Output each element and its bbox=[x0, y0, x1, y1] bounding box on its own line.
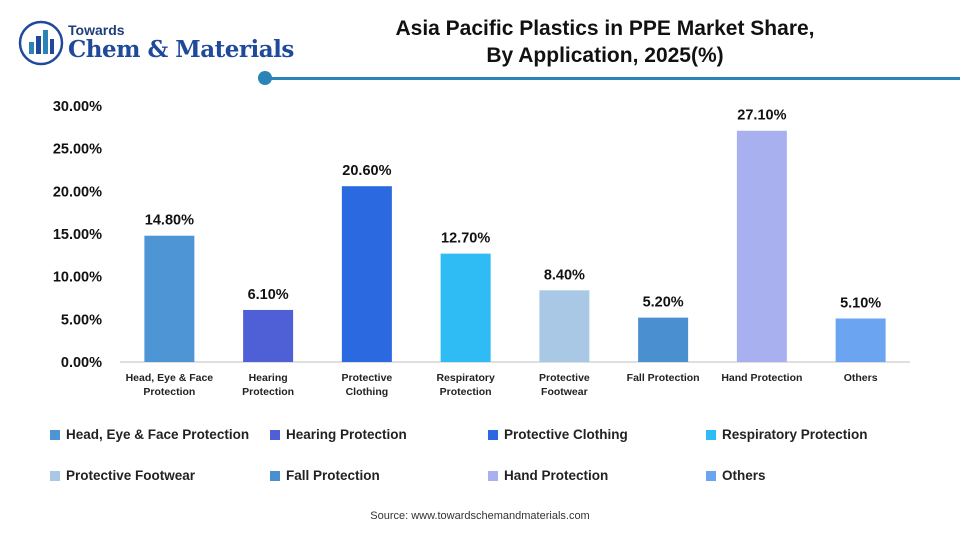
legend-swatch bbox=[706, 429, 716, 440]
legend-swatch bbox=[706, 470, 716, 481]
legend-label: Others bbox=[722, 468, 766, 483]
bar bbox=[638, 317, 689, 362]
y-tick-label: 15.00% bbox=[53, 227, 102, 243]
flask-icon bbox=[18, 20, 64, 66]
legend-swatch bbox=[270, 470, 280, 481]
x-tick-label: Hand Protection bbox=[721, 372, 802, 384]
legend-label: Protective Clothing bbox=[504, 427, 628, 442]
legend-item: Fall Protection bbox=[270, 468, 380, 483]
legend-label: Hand Protection bbox=[504, 468, 609, 483]
x-tick-label: Fall Protection bbox=[627, 372, 700, 384]
legend-swatch bbox=[270, 429, 280, 440]
legend-item: Respiratory Protection bbox=[706, 427, 868, 442]
data-label: 8.40% bbox=[544, 267, 585, 283]
data-label: 12.70% bbox=[441, 231, 490, 247]
y-tick-label: 10.00% bbox=[53, 270, 102, 286]
legend-swatch bbox=[50, 429, 60, 440]
title-rule-dot bbox=[258, 71, 272, 85]
y-tick-label: 5.00% bbox=[61, 312, 102, 328]
legend-item: Hand Protection bbox=[488, 468, 608, 483]
y-tick-label: 0.00% bbox=[61, 355, 102, 371]
legend-swatch bbox=[488, 470, 498, 481]
x-tick-label: Hearing Protection bbox=[242, 372, 294, 398]
data-label: 5.10% bbox=[840, 295, 881, 311]
chart-title-line-1: Asia Pacific Plastics in PPE Market Shar… bbox=[395, 17, 815, 40]
data-label: 27.10% bbox=[737, 108, 786, 124]
source-note: Source: www.towardschemandmaterials.com bbox=[370, 510, 590, 522]
legend-item: Protective Clothing bbox=[488, 427, 628, 442]
legend-swatch bbox=[50, 470, 60, 481]
x-tick-label: Protective Footwear bbox=[539, 372, 590, 398]
x-tick-label: Respiratory Protection bbox=[436, 372, 495, 398]
data-label: 6.10% bbox=[248, 287, 289, 303]
bar bbox=[835, 318, 886, 362]
title-rule bbox=[270, 77, 960, 80]
bar-chart: 0.00% 5.00% 10.00% 15.00% 20.00% 25.00% 30.00%… bbox=[53, 99, 910, 398]
x-tick-label: Head, Eye & Face Protection bbox=[126, 372, 214, 398]
bar bbox=[144, 235, 195, 362]
data-label: 20.60% bbox=[342, 163, 391, 179]
legend-swatch bbox=[488, 429, 498, 440]
legend-label: Head, Eye & Face Protection bbox=[66, 427, 250, 442]
bar bbox=[243, 309, 294, 362]
brand-logo: Towards Chem & Materials bbox=[18, 18, 294, 68]
y-tick-label: 25.00% bbox=[53, 142, 102, 158]
legend-label: Respiratory Protection bbox=[722, 427, 868, 442]
legend-item: Others bbox=[706, 468, 766, 483]
bar bbox=[341, 186, 392, 362]
bar bbox=[736, 130, 787, 362]
brand-name-bottom: Chem & Materials bbox=[68, 36, 294, 63]
legend-label: Hearing Protection bbox=[286, 427, 407, 442]
legend-label: Protective Footwear bbox=[66, 468, 196, 483]
x-tick-label: Protective Clothing bbox=[341, 372, 392, 398]
legend-label: Fall Protection bbox=[286, 468, 380, 483]
legend-item: Head, Eye & Face Protection bbox=[50, 427, 249, 442]
legend-item: Protective Footwear bbox=[50, 468, 195, 483]
bar bbox=[539, 290, 590, 362]
y-tick-label: 30.00% bbox=[53, 99, 102, 115]
y-tick-label: 20.00% bbox=[53, 184, 102, 200]
legend-item: Hearing Protection bbox=[270, 427, 407, 442]
x-tick-label: Others bbox=[844, 372, 878, 384]
bar bbox=[440, 253, 491, 362]
chart-title-line-2: By Application, 2025(%) bbox=[486, 44, 724, 67]
data-label: 14.80% bbox=[145, 213, 194, 229]
brand-name-top: Towards bbox=[68, 22, 125, 38]
data-label: 5.20% bbox=[643, 295, 684, 311]
